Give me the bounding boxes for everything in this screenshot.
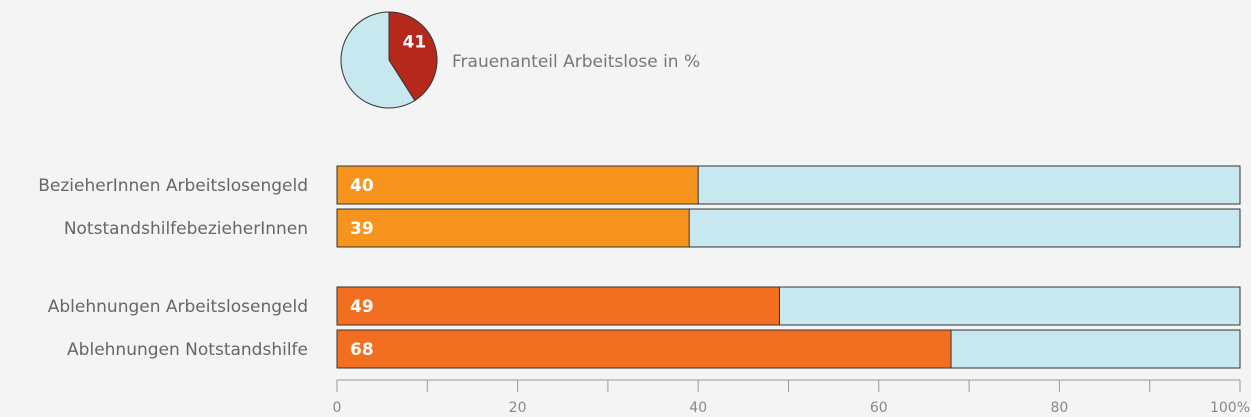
slice-label: 41 [403,33,427,53]
x-tick-label: 20 [509,400,527,416]
pie-slice [340,11,416,109]
bar-value-label: 49 [350,297,374,317]
pie-title: Frauenanteil Arbeitslose in % [452,52,700,72]
category-label: Ablehnungen Notstandshilfe [67,340,308,360]
x-tick-label: 40 [689,400,707,416]
x-tick-label: 60 [870,400,888,416]
category-label: Ablehnungen Arbeitslosengeld [48,297,308,317]
x-tick-label: 80 [1050,400,1068,416]
bar-value-label: 40 [350,176,374,196]
bar [336,286,780,326]
bar-value-label: 68 [350,340,374,360]
x-tick-label: 100% [1210,400,1250,416]
category-label: BezieherInnen Arbeitslosengeld [38,176,308,196]
bar [336,165,699,205]
bar-value-label: 39 [350,219,374,239]
x-tick-label: 0 [333,400,342,416]
category-label: NotstandshilfebezieherInnen [64,219,308,239]
bar [336,208,690,248]
bar [336,329,952,369]
